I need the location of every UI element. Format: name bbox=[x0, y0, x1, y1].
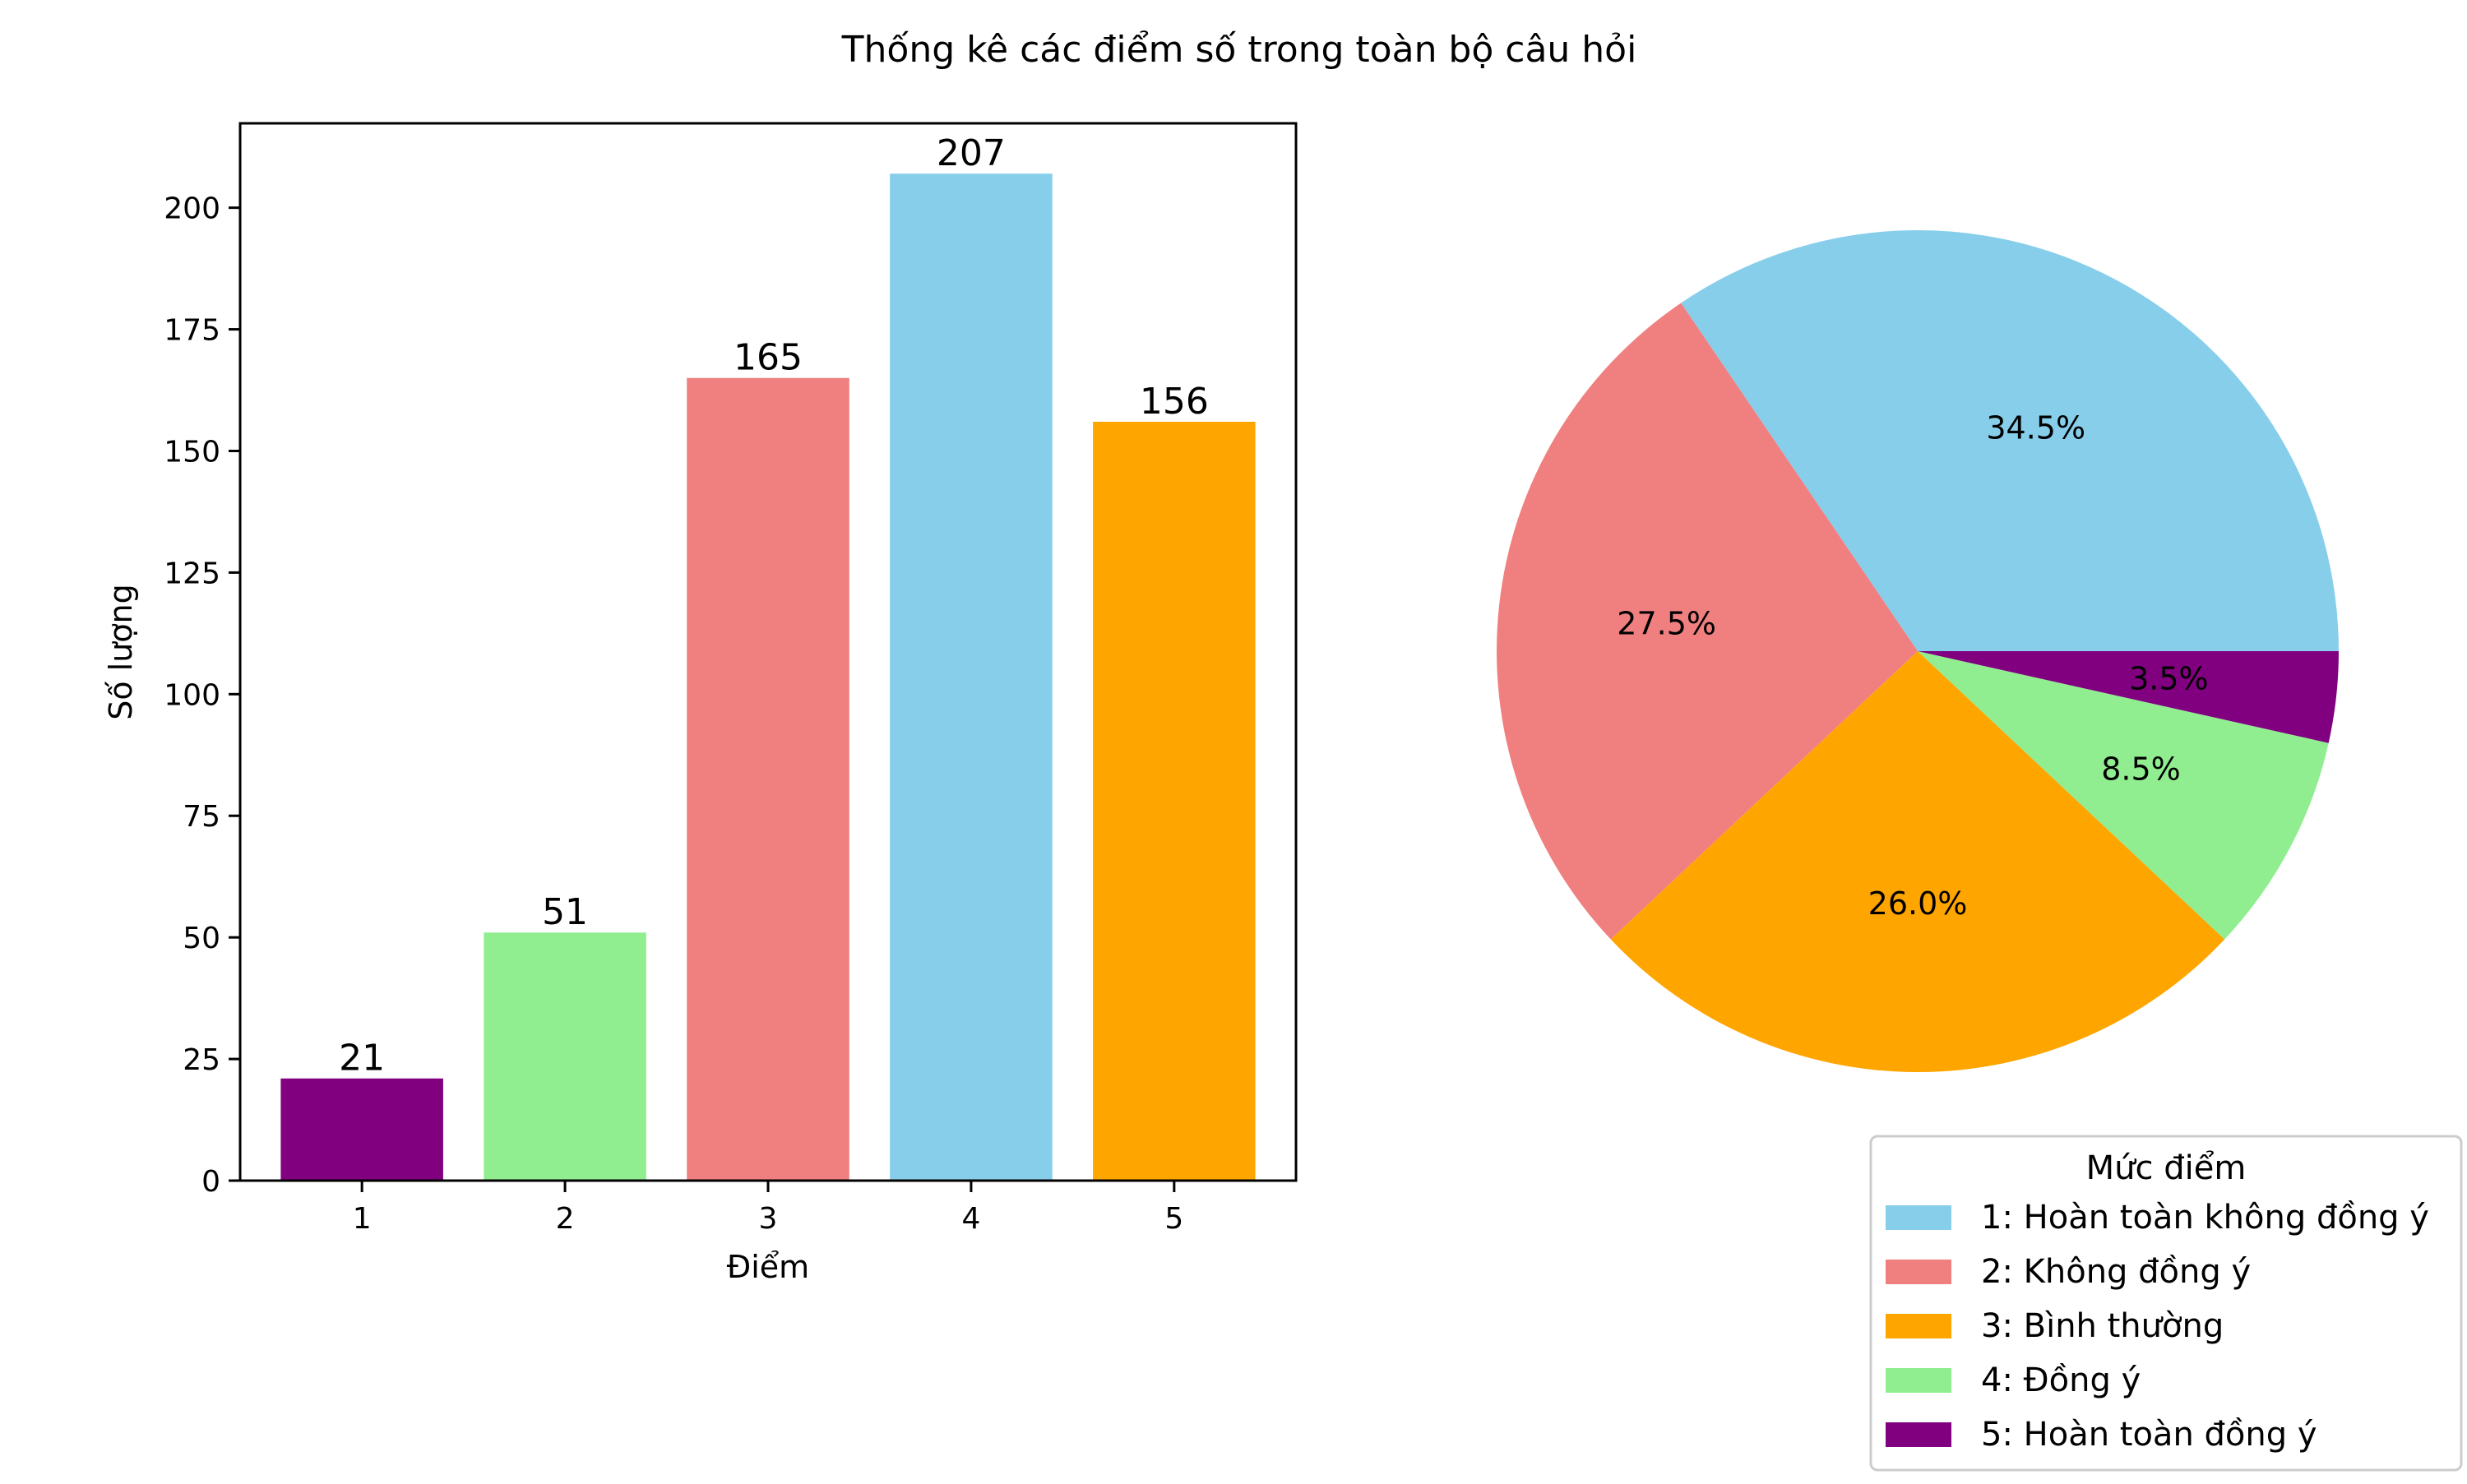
pie-percent-label-4: 8.5% bbox=[2101, 751, 2181, 788]
legend-frame bbox=[1869, 1135, 2463, 1472]
legend-swatch-3 bbox=[1886, 1314, 1951, 1338]
pie-slice-5 bbox=[1918, 651, 2339, 743]
legend-swatch-4 bbox=[1886, 1368, 1951, 1393]
pie-percent-label-5: 3.5% bbox=[2129, 661, 2209, 697]
x-axis: 1 2 3 4 5 bbox=[353, 1181, 1183, 1236]
pie-slice-3 bbox=[1610, 651, 2225, 1072]
x-axis-label: Điểm bbox=[727, 1249, 809, 1285]
legend-entry-label-2: 2: Không đồng ý bbox=[1981, 1253, 2251, 1291]
pie-chart: 34.5% 27.5% 26.0% 8.5% 3.5% bbox=[1497, 230, 2339, 1072]
x-tick-label: 5 bbox=[1164, 1202, 1183, 1236]
pie-legend: Mức điểm 1: Hoàn toàn không đồng ý 2: Khô… bbox=[1869, 1135, 2463, 1472]
bar-value-label-2: 51 bbox=[542, 891, 588, 933]
pie-slice-4 bbox=[1918, 651, 2329, 940]
pie-percent-label-2: 27.5% bbox=[1617, 605, 1716, 641]
y-tick-label: 75 bbox=[183, 800, 220, 834]
legend-swatch-1 bbox=[1886, 1205, 1951, 1230]
legend-entries: 1: Hoàn toàn không đồng ý 2: Không đồng ý… bbox=[1886, 1199, 2429, 1454]
bar-2 bbox=[484, 932, 646, 1181]
bar-data-labels: 21 51 165 207 156 bbox=[339, 132, 1209, 1079]
legend-entry-label-5: 5: Hoàn toàn đồng ý bbox=[1981, 1416, 2317, 1454]
y-tick-label: 50 bbox=[183, 922, 220, 955]
y-tick-label: 175 bbox=[164, 314, 220, 348]
bar-4 bbox=[890, 173, 1053, 1181]
legend-swatch-5 bbox=[1886, 1422, 1951, 1447]
pie-slice-1 bbox=[1681, 230, 2339, 651]
pie-slice-2 bbox=[1497, 303, 1918, 940]
figure-title: Thống kê các điểm số trong toàn bộ câu h… bbox=[841, 29, 1637, 71]
bar-3 bbox=[687, 377, 849, 1181]
y-tick-label: 100 bbox=[164, 678, 220, 712]
legend-entry-label-1: 1: Hoàn toàn không đồng ý bbox=[1981, 1199, 2429, 1237]
legend-entry-label-3: 3: Bình thường bbox=[1981, 1307, 2224, 1345]
pie-percent-label-3: 26.0% bbox=[1868, 885, 1968, 922]
y-tick-label: 25 bbox=[183, 1043, 220, 1077]
pie-slices bbox=[1497, 230, 2339, 1072]
bar-5 bbox=[1093, 421, 1256, 1181]
legend-swatch-2 bbox=[1886, 1260, 1951, 1284]
bar-1 bbox=[280, 1078, 443, 1181]
bar-value-label-4: 207 bbox=[937, 132, 1006, 174]
x-tick-label: 1 bbox=[353, 1202, 372, 1236]
y-axis: 0 25 50 75 100 125 150 175 200 bbox=[164, 192, 240, 1199]
x-tick-label: 4 bbox=[961, 1202, 980, 1236]
y-axis-label: Số lượng bbox=[103, 584, 139, 720]
bar-value-label-3: 165 bbox=[734, 337, 803, 379]
x-tick-label: 2 bbox=[556, 1202, 575, 1236]
legend-entry-label-4: 4: Đồng ý bbox=[1981, 1361, 2141, 1399]
bar-chart: 21 51 165 207 156 0 25 50 75 100 125 150 175 200 1 2 3… bbox=[103, 122, 1298, 1285]
y-tick-label: 125 bbox=[164, 557, 220, 590]
y-tick-label: 200 bbox=[164, 192, 220, 226]
y-tick-label: 0 bbox=[201, 1165, 220, 1199]
pie-percent-label-1: 34.5% bbox=[1986, 410, 2085, 446]
bar-series bbox=[280, 173, 1256, 1181]
bar-value-label-5: 156 bbox=[1140, 381, 1209, 423]
x-tick-label: 3 bbox=[759, 1202, 778, 1236]
bar-value-label-1: 21 bbox=[339, 1038, 385, 1079]
legend-title: Mức điểm bbox=[2086, 1149, 2247, 1187]
y-tick-label: 150 bbox=[164, 435, 220, 469]
pie-percent-labels: 34.5% 27.5% 26.0% 8.5% 3.5% bbox=[1617, 410, 2208, 922]
